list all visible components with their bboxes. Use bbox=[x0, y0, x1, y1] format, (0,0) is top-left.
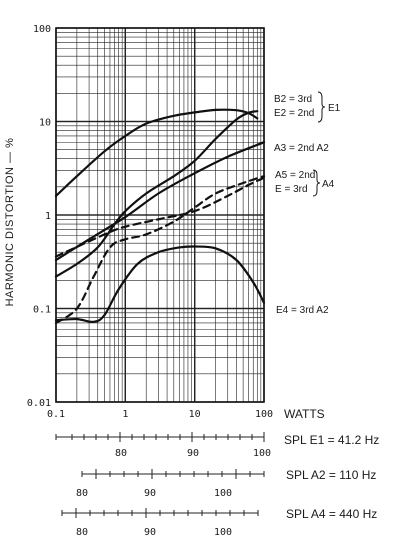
y-tick-label: 0.1 bbox=[33, 305, 51, 316]
spl-tick-label: 80 bbox=[115, 448, 127, 459]
spl-tick-label: 90 bbox=[187, 448, 199, 459]
curve-label-e4: E4 = 3rd A2 bbox=[276, 305, 329, 316]
grid bbox=[55, 27, 265, 403]
curve-label-e2: E2 = 2nd bbox=[274, 108, 314, 119]
y-tick-label: 1 bbox=[45, 211, 51, 222]
spl-label-e1: SPL E1 = 41.2 Hz bbox=[284, 433, 379, 447]
series-curve-5 bbox=[54, 176, 266, 258]
x-tick-label: 0.1 bbox=[47, 409, 65, 420]
curve-label-a3: A3 = 2nd A2 bbox=[274, 143, 329, 154]
series-curve-3 bbox=[54, 141, 266, 262]
y-tick-label: 100 bbox=[33, 24, 51, 35]
x-tick-label: 100 bbox=[255, 409, 273, 420]
y-tick-label: 0.01 bbox=[27, 398, 51, 409]
x-tick-label: 10 bbox=[189, 409, 201, 420]
series-curve-6 bbox=[54, 245, 266, 323]
spl-tick-label: 100 bbox=[214, 488, 232, 499]
spl-scale-a4: 80 90 100 bbox=[61, 508, 259, 538]
curve-label-a5: A5 = 2nd bbox=[275, 170, 315, 181]
plot-frame bbox=[55, 27, 265, 403]
brace-e1 bbox=[317, 91, 326, 123]
spl-scale-a2: 80 90 100 bbox=[76, 469, 265, 499]
spl-label-a4: SPL A4 = 440 Hz bbox=[286, 507, 377, 521]
spl-tick-label: 100 bbox=[253, 448, 271, 459]
spl-tick-label: 80 bbox=[76, 527, 88, 538]
spl-tick-label: 100 bbox=[214, 527, 232, 538]
curve-label-e3: E = 3rd bbox=[275, 184, 308, 195]
series-curve-4 bbox=[54, 175, 266, 325]
spl-label-a2: SPL A2 = 110 Hz bbox=[286, 468, 376, 482]
x-axis-title: WATTS bbox=[284, 407, 325, 421]
spl-tick-label: 90 bbox=[144, 527, 156, 538]
x-tick-label: 1 bbox=[122, 409, 128, 420]
curve-label-a4: A4 bbox=[322, 179, 335, 190]
series-curve-1 bbox=[54, 108, 259, 197]
y-axis-title: HARMONIC DISTORTION — % bbox=[4, 138, 16, 307]
y-tick-label: 10 bbox=[39, 118, 51, 129]
series-curves bbox=[54, 108, 266, 325]
spl-scale-e1: 80 90 100 bbox=[55, 432, 271, 459]
spl-tick-label: 80 bbox=[76, 488, 88, 499]
curve-label-e1: E1 bbox=[328, 103, 341, 114]
series-curve-2 bbox=[54, 110, 259, 278]
spl-tick-label: 90 bbox=[144, 488, 156, 499]
curve-label-b2: B2 = 3rd bbox=[274, 94, 312, 105]
brace-a4 bbox=[312, 169, 321, 197]
